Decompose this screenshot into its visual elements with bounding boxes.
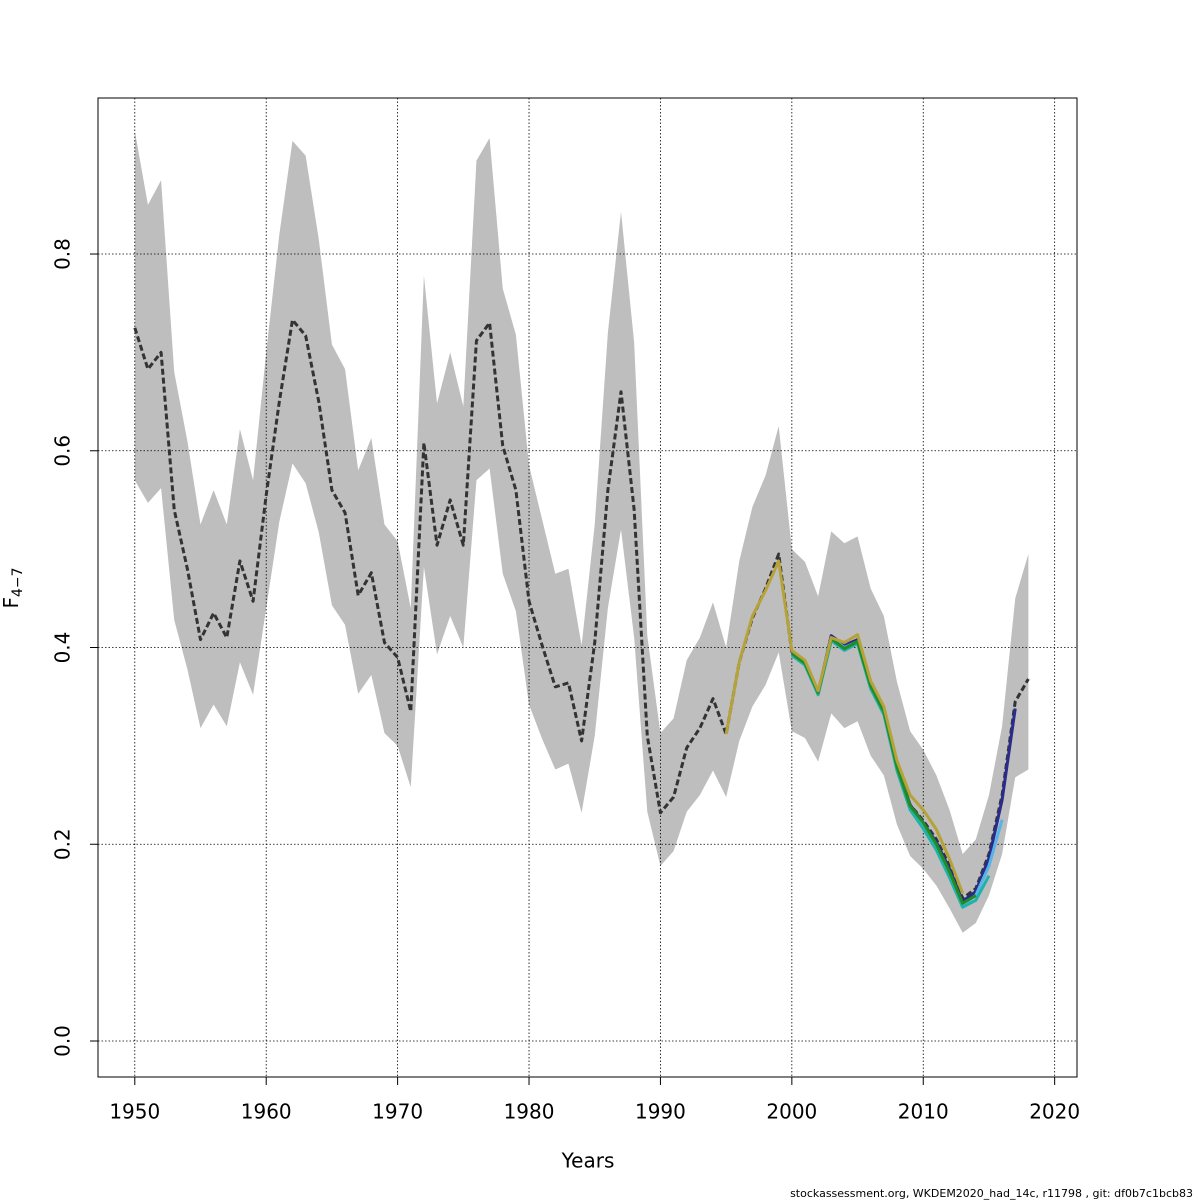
plot-frame	[97, 97, 1078, 1078]
x-tick-label: 1980	[504, 1100, 555, 1124]
x-tick-label: 2010	[898, 1100, 949, 1124]
x-tick-label: 1970	[372, 1100, 423, 1124]
x-tick-label: 1950	[109, 1100, 160, 1124]
confidence-band	[134, 131, 1029, 933]
y-tick-label: 0.4	[51, 632, 75, 664]
x-tick-label: 2000	[766, 1100, 817, 1124]
x-axis-title: Years	[561, 1149, 615, 1173]
y-tick-label: 0.6	[51, 435, 75, 467]
y-tick-label: 0.8	[51, 238, 75, 270]
x-tick-label: 2020	[1029, 1100, 1080, 1124]
x-tick-label: 1990	[635, 1100, 686, 1124]
x-tick-label: 1960	[241, 1100, 292, 1124]
footer: stockassessment.org, WKDEM2020_had_14c, …	[790, 1187, 1193, 1200]
series-line	[724, 559, 965, 894]
y-axis-title-sub: 4−7	[10, 567, 26, 597]
y-axis-title: F4−7	[0, 567, 26, 608]
y-tick-label: 0.0	[51, 1025, 75, 1057]
y-tick-label: 0.2	[51, 828, 75, 860]
y-axis-title-main: F	[0, 597, 23, 609]
